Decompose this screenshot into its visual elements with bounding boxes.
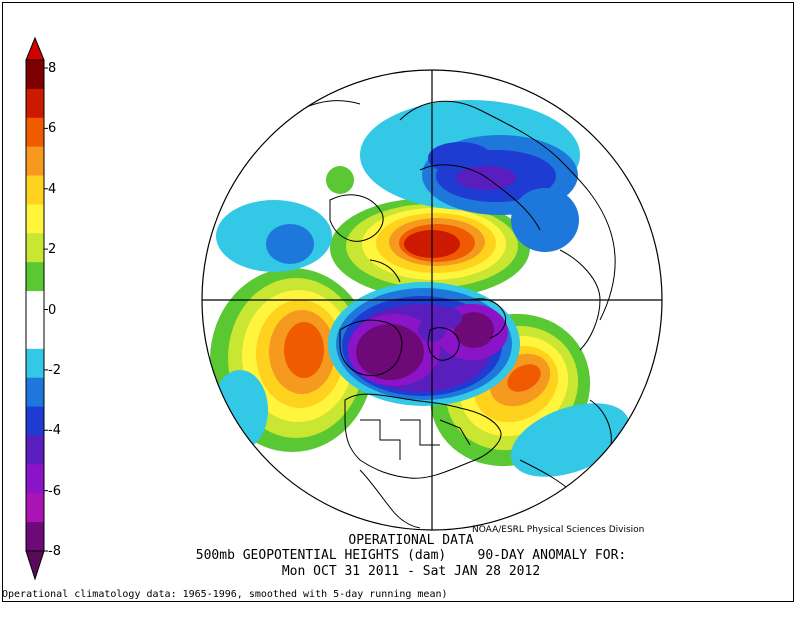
colorbar-tick-label: -6 — [48, 483, 61, 499]
colorbar-band — [26, 60, 44, 90]
colorbar-tick-marks — [44, 67, 48, 552]
colorbar-tick-label: 6 — [48, 121, 57, 137]
colorbar-tick-label: -2 — [48, 362, 61, 378]
footnote-text: Operational climatology data: 1965-1996,… — [2, 589, 448, 600]
colorbar-top-arrow — [25, 36, 45, 61]
colorbar-band — [26, 435, 44, 465]
colorbar-band — [26, 175, 44, 205]
colorbar-tick-label: -4 — [48, 423, 61, 439]
credit-text: NOAA/ESRL Physical Sciences Division — [472, 525, 645, 535]
colorbar-band — [26, 117, 44, 148]
title-line-2: 500mb GEOPOTENTIAL HEIGHTS (dam) 90-DAY … — [195, 548, 627, 563]
colorbar-bottom-arrow — [25, 550, 45, 581]
colorbar-band — [26, 88, 44, 119]
colorbar-band — [26, 493, 44, 523]
negative-anomaly-siberia — [360, 100, 580, 252]
negative-anomaly-polar — [328, 282, 520, 406]
title-line-1: OPERATIONAL DATA — [348, 533, 474, 548]
colorbar-band — [26, 464, 44, 494]
colorbar-tick-label: 4 — [48, 181, 57, 197]
colorbar-band — [26, 262, 44, 292]
colorbar-tick-label: 8 — [48, 61, 57, 76]
colorbar-band — [26, 377, 44, 408]
globe-outline — [201, 69, 663, 531]
colorbar-band — [26, 406, 44, 436]
colorbar-band — [26, 522, 44, 552]
colorbar-band — [26, 204, 44, 234]
title-line-3: Mon OCT 31 2011 - Sat JAN 28 2012 — [281, 564, 541, 579]
positive-anomaly-small — [326, 166, 354, 194]
colorbar-band — [26, 319, 44, 350]
colorbar-tick-label: 0 — [48, 302, 57, 318]
colorbar-band — [26, 146, 44, 177]
figure-frame — [2, 2, 794, 602]
colorbar-band — [26, 233, 44, 263]
anomaly-field — [210, 100, 630, 477]
coastlines — [299, 100, 616, 529]
colorbar-tick-label: -8 — [48, 544, 61, 559]
colorbar-band — [26, 348, 44, 379]
colorbar-band — [26, 291, 44, 321]
colorbar-tick-label: 2 — [48, 242, 57, 258]
